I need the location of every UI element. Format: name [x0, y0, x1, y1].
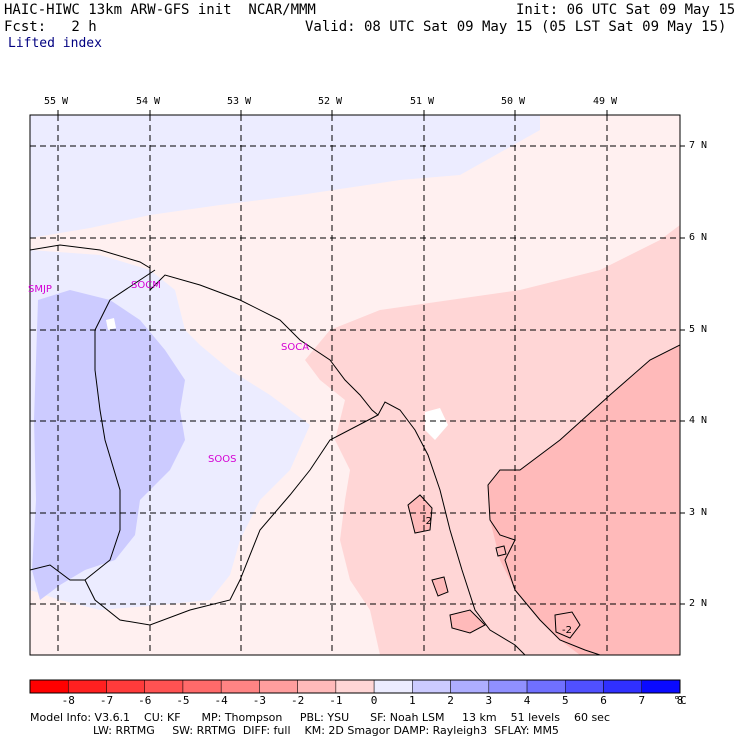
- colorbar-swatch: [603, 679, 643, 694]
- colorbar-tick-label: 1: [409, 694, 416, 707]
- colorbar-frame: [29, 679, 681, 694]
- map-frame: [29, 114, 681, 656]
- colorbar-tick-label: 5: [561, 694, 569, 707]
- station-label-soos: SOOS: [208, 454, 236, 465]
- init-time: Init: 06 UTC Sat 09 May 15: [516, 2, 736, 18]
- lat-lon-grid: [30, 115, 680, 655]
- colorbar-swatch: [373, 679, 413, 694]
- colorbar-swatches: [29, 679, 681, 694]
- lat-label: 4 N: [689, 415, 708, 426]
- colorbar-tick-label: -7: [99, 694, 114, 707]
- colorbar-tick-label: 2: [447, 694, 454, 707]
- lon-label: 53 W: [227, 96, 252, 107]
- colorbar-tick-label: 7: [638, 694, 646, 707]
- contour-label: -2: [562, 625, 572, 636]
- colorbar-swatch: [412, 679, 451, 694]
- colorbar-swatch: [220, 679, 260, 694]
- lon-label: 50 W: [501, 96, 526, 107]
- forecast-hour: Fcst: 2 h: [4, 19, 97, 35]
- lifted-index-field: [30, 115, 680, 655]
- lon-label: 52 W: [318, 96, 343, 107]
- colorbar-tick-label: -1: [329, 694, 343, 707]
- colorbar-tick-label: 3: [485, 694, 493, 707]
- lat-label: 6 N: [689, 232, 708, 243]
- colorbar-tick-label: -3: [252, 694, 267, 707]
- lat-label: 5 N: [689, 324, 708, 335]
- colorbar-unit: °C: [673, 694, 687, 707]
- colorbar-tick-label: -5: [176, 694, 190, 707]
- colorbar-tick-label: -8: [61, 694, 75, 707]
- station-label-smjp: SMJP: [28, 284, 52, 295]
- valid-time: Valid: 08 UTC Sat 09 May 15 (05 LST Sat …: [305, 19, 727, 35]
- lat-label: 7 N: [689, 140, 708, 151]
- product-title: HAIC-HIWC 13km ARW-GFS init NCAR/MMM: [4, 2, 316, 18]
- station-label-socm: SOCM: [131, 280, 161, 291]
- colorbar-swatch: [297, 679, 337, 694]
- station-label-soca: SOCA: [281, 342, 309, 353]
- colorbar-swatch: [526, 679, 566, 694]
- lat-label: 2 N: [689, 598, 708, 609]
- field-name: Lifted index: [8, 36, 102, 51]
- colorbar-swatch: [106, 679, 145, 694]
- colorbar-tick-label: 0: [370, 694, 378, 707]
- contour-lines: [407, 344, 680, 655]
- tick-marks: [57, 110, 685, 605]
- colorbar-swatch: [488, 679, 528, 694]
- lon-label: 55 W: [44, 96, 69, 107]
- colorbar-swatch: [450, 679, 490, 694]
- model-info-line2: LW: RRTMG SW: RRTMG DIFF: full KM: 2D Sm…: [30, 724, 559, 737]
- lon-label: 54 W: [136, 96, 161, 107]
- colorbar-tick-label: -6: [138, 694, 152, 707]
- contour-label: -2: [422, 516, 432, 527]
- colorbar-swatch: [29, 679, 69, 694]
- colorbar-swatch: [641, 679, 681, 694]
- colorbar-swatch: [182, 679, 222, 694]
- colorbar-swatch: [259, 679, 298, 694]
- colorbar-swatch: [565, 679, 604, 694]
- lon-label: 49 W: [593, 96, 618, 107]
- colorbar-swatch: [67, 679, 107, 694]
- colorbar-swatch: [144, 679, 184, 694]
- colorbar-tick-label: 6: [600, 694, 607, 707]
- colorbar-tick-label: -2: [291, 694, 305, 707]
- colorbar-tick-label: 4: [523, 694, 531, 707]
- colorbar-tick-label: 8: [676, 694, 684, 707]
- lon-label: 51 W: [410, 96, 435, 107]
- model-info-line1: Model Info: V3.6.1 CU: KF MP: Thompson P…: [30, 711, 610, 724]
- colorbar-swatch: [335, 679, 375, 694]
- colorbar-tick-label: -4: [214, 694, 228, 707]
- lat-label: 3 N: [689, 507, 708, 518]
